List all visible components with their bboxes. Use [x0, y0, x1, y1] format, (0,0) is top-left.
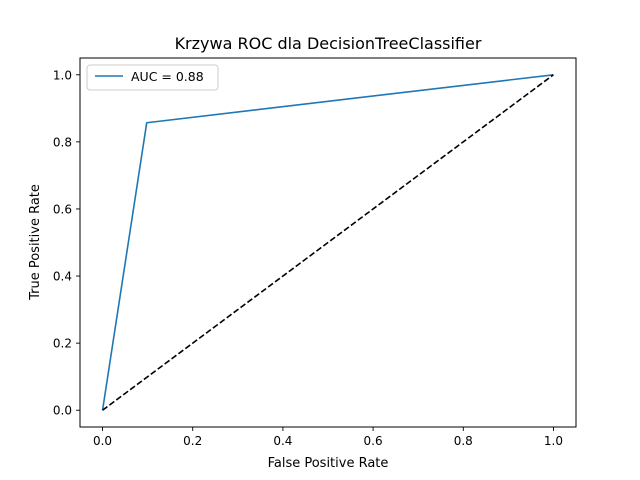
x-tick-label: 1.0 — [544, 434, 563, 448]
y-axis: 0.0 0.2 0.4 0.6 0.8 1.0 — [53, 68, 80, 418]
diagonal-reference-line — [102, 74, 554, 411]
x-tick-label: 0.6 — [364, 434, 383, 448]
axes-frame — [79, 57, 577, 428]
y-tick-label: 0.0 — [53, 404, 72, 418]
y-tick-label: 0.2 — [53, 337, 72, 351]
y-axis-label: True Positive Rate — [28, 184, 43, 301]
series-layer — [101, 73, 554, 411]
x-tick-label: 0.2 — [183, 434, 202, 448]
chart-title: Krzywa ROC dla DecisionTreeClassifier — [175, 34, 482, 53]
y-tick-label: 0.8 — [53, 135, 72, 149]
y-tick-label: 0.4 — [53, 270, 72, 284]
x-tick-label: 0.0 — [93, 434, 112, 448]
y-tick-label: 1.0 — [53, 68, 72, 82]
legend: AUC = 0.88 — [86, 64, 219, 91]
x-axis-label: False Positive Rate — [268, 456, 389, 471]
legend-label-auc: AUC = 0.88 — [131, 69, 204, 84]
x-tick-label: 0.8 — [454, 434, 473, 448]
x-axis: 0.0 0.2 0.4 0.6 0.8 1.0 — [93, 427, 563, 448]
x-tick-label: 0.4 — [273, 434, 292, 448]
y-tick-label: 0.6 — [53, 202, 72, 216]
roc-curve-line — [101, 73, 554, 411]
legend-box — [86, 64, 219, 91]
